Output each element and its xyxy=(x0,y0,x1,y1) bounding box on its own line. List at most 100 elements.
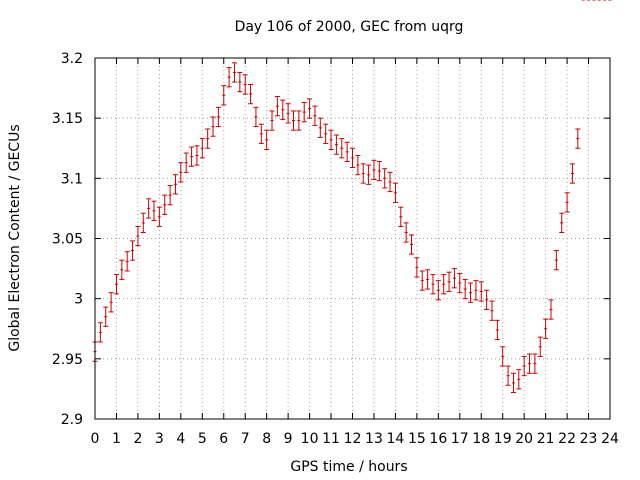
data-point xyxy=(156,206,162,227)
data-point xyxy=(457,272,463,294)
data-point xyxy=(559,212,565,233)
data-point xyxy=(130,240,136,261)
data-point xyxy=(398,206,404,227)
grid-lines xyxy=(95,58,610,419)
data-point xyxy=(376,160,382,182)
x-tick-label: 4 xyxy=(176,431,185,447)
data-point xyxy=(494,319,500,341)
data-point xyxy=(237,71,243,93)
x-tick-label: 20 xyxy=(515,431,533,447)
x-tick-label: 10 xyxy=(301,431,319,447)
x-tick-label: 18 xyxy=(472,431,490,447)
data-point xyxy=(113,274,119,295)
data-point xyxy=(382,168,388,189)
x-tick-label: 2 xyxy=(133,431,142,447)
y-tick-label: 3 xyxy=(74,292,83,308)
data-point xyxy=(280,99,286,120)
data-point xyxy=(446,271,452,292)
x-tick-label: 11 xyxy=(322,431,340,447)
y-tick-labels: 2.9 2.95 3 3.05 3.1 3.15 3.2 xyxy=(52,51,83,428)
data-point xyxy=(301,102,307,123)
data-point xyxy=(199,138,205,159)
data-point xyxy=(178,162,184,183)
data-point xyxy=(103,306,109,327)
data-point xyxy=(274,96,280,117)
data-point xyxy=(146,198,152,219)
data-point xyxy=(537,336,543,357)
data-point xyxy=(119,259,125,280)
x-tick-label: 7 xyxy=(241,431,250,447)
x-tick-label: 6 xyxy=(219,431,228,447)
data-point xyxy=(532,353,538,374)
data-point xyxy=(510,372,516,394)
data-point xyxy=(124,251,130,272)
data-point xyxy=(425,269,431,290)
data-point xyxy=(296,110,302,131)
x-tick-label: 8 xyxy=(262,431,271,447)
data-point xyxy=(527,353,533,374)
data-point xyxy=(135,225,141,247)
data-point xyxy=(575,128,581,149)
data-point xyxy=(312,105,318,126)
data-point xyxy=(162,194,168,215)
y-axis-label: Global Electron Content / GECUs xyxy=(7,124,23,351)
data-point xyxy=(189,146,195,167)
plot-frame xyxy=(94,57,611,420)
data-point xyxy=(328,129,334,150)
data-point xyxy=(323,123,329,144)
data-point xyxy=(366,164,372,185)
x-tick-labels: 0 1 2 3 4 5 6 7 8 9 10 11 12 13 14 15 16 17 18 19 20 21 22 23 24 xyxy=(91,431,619,447)
y-tick-label: 2.9 xyxy=(61,412,83,428)
data-point xyxy=(500,346,506,367)
data-point xyxy=(489,300,495,321)
data-point xyxy=(258,123,264,144)
y-tick-label: 3.15 xyxy=(52,111,83,127)
data-point xyxy=(462,278,468,300)
data-point xyxy=(333,134,339,155)
x-tick-label: 5 xyxy=(198,431,207,447)
x-tick-label: 19 xyxy=(494,431,512,447)
data-point xyxy=(414,257,420,278)
data-point xyxy=(108,292,114,313)
data-point xyxy=(226,67,232,88)
data-point xyxy=(484,289,490,310)
data-point xyxy=(307,98,313,119)
data-point xyxy=(451,268,457,289)
y-tick-label: 3.1 xyxy=(61,171,83,187)
data-point xyxy=(264,129,270,150)
data-point xyxy=(248,83,254,105)
x-tick-label: 22 xyxy=(558,431,576,447)
x-tick-label: 14 xyxy=(387,431,405,447)
data-point xyxy=(564,192,570,213)
data-point xyxy=(205,128,211,149)
x-tick-label: 3 xyxy=(155,431,164,447)
data-point xyxy=(409,234,415,255)
data-point xyxy=(140,212,146,233)
data-point xyxy=(355,154,361,176)
data-point xyxy=(242,74,248,95)
data-point xyxy=(403,222,409,243)
data-point xyxy=(360,163,366,184)
data-point xyxy=(371,159,377,181)
data-point xyxy=(387,171,393,193)
data-point xyxy=(97,322,103,343)
x-tick-label: 9 xyxy=(284,431,293,447)
data-point xyxy=(339,138,345,159)
data-point xyxy=(215,106,221,128)
data-point xyxy=(521,355,527,377)
data-point xyxy=(344,141,350,162)
data-point xyxy=(473,280,479,301)
data-point xyxy=(435,280,441,301)
data-point xyxy=(392,182,398,203)
data-point xyxy=(553,250,559,271)
data-point xyxy=(516,369,522,390)
data-point xyxy=(172,174,178,195)
data-point xyxy=(183,152,189,173)
y-tick-label: 3.2 xyxy=(61,51,83,67)
x-axis-label: GPS time / hours xyxy=(290,459,407,475)
data-point xyxy=(194,145,200,166)
data-point xyxy=(269,110,275,131)
x-tick-label: 1 xyxy=(112,431,121,447)
data-point xyxy=(548,299,554,320)
